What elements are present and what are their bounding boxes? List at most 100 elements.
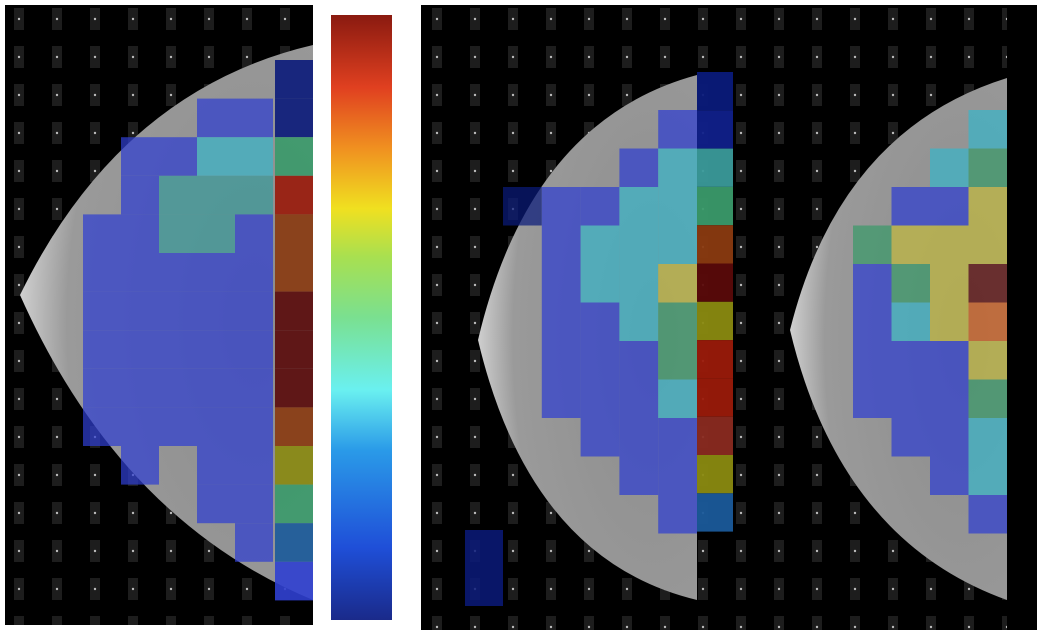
heat-cell (930, 149, 969, 188)
heat-cell (658, 226, 697, 265)
heat-cell (853, 264, 892, 303)
heat-cell (275, 214, 313, 253)
heat-cell (697, 187, 733, 225)
heat-cell (969, 149, 1008, 188)
heat-cell (235, 407, 273, 446)
heat-cell (235, 176, 273, 215)
heat-cell (121, 330, 159, 369)
heat-cell (969, 187, 1008, 226)
heat-cell (503, 187, 542, 226)
heat-cell (697, 340, 733, 378)
heat-cell (930, 457, 969, 496)
heat-cell (197, 292, 235, 331)
heat-cell (121, 292, 159, 331)
heat-cell (275, 99, 313, 138)
colorbar (331, 15, 392, 620)
heat-cell (619, 149, 658, 188)
heat-cell (159, 176, 197, 215)
heat-cell (235, 214, 273, 253)
heat-cell (658, 264, 697, 303)
heat-cell (697, 493, 733, 531)
heat-cell (658, 303, 697, 342)
heat-cell (275, 292, 313, 331)
heat-cell (275, 330, 313, 369)
heat-cell (969, 457, 1008, 496)
heat-cell (581, 380, 620, 419)
panel-background (1007, 5, 1037, 630)
heat-cell (658, 149, 697, 188)
heat-cell (581, 341, 620, 380)
heat-cell (197, 137, 235, 176)
heat-cell (275, 253, 313, 292)
heat-cell (581, 303, 620, 342)
heat-cell (197, 176, 235, 215)
heat-cell (197, 214, 235, 253)
heat-cell (658, 341, 697, 380)
heat-cell (159, 253, 197, 292)
heat-cell (930, 303, 969, 342)
heat-cell (197, 446, 235, 485)
heat-cell (159, 330, 197, 369)
heat-cell (930, 341, 969, 380)
heat-cell (465, 530, 503, 606)
heat-cell (892, 264, 931, 303)
heat-cell (121, 407, 159, 446)
heat-cell (969, 303, 1008, 342)
heat-cell (83, 330, 121, 369)
heat-cell (83, 253, 121, 292)
heat-cell (969, 380, 1008, 419)
heat-cell (235, 99, 273, 138)
heat-cell (275, 446, 313, 485)
figure (0, 0, 1037, 630)
heat-cell (275, 369, 313, 408)
heat-cell (581, 226, 620, 265)
heat-cell (542, 303, 581, 342)
heat-cell (853, 226, 892, 265)
heat-cell (159, 369, 197, 408)
heat-cell (697, 417, 733, 455)
heat-cell (658, 187, 697, 226)
heat-cell (235, 292, 273, 331)
heat-cell (892, 341, 931, 380)
heat-cell (159, 137, 197, 176)
heat-cell (619, 418, 658, 457)
heat-cell (619, 380, 658, 419)
heat-cell (197, 99, 235, 138)
heat-cell (542, 380, 581, 419)
heat-cell (197, 369, 235, 408)
heat-cell (542, 187, 581, 226)
heat-cell (619, 341, 658, 380)
heat-cell (235, 446, 273, 485)
heat-cell (930, 264, 969, 303)
heat-cell (619, 264, 658, 303)
heat-cell (697, 264, 733, 302)
heat-cell (542, 226, 581, 265)
heat-cell (121, 137, 159, 176)
heat-cell (658, 110, 697, 149)
heat-cell (159, 292, 197, 331)
heat-cell (697, 378, 733, 416)
heat-cell (619, 457, 658, 496)
heat-cell (542, 341, 581, 380)
heat-cell (235, 369, 273, 408)
heat-cell (542, 264, 581, 303)
heat-cell (892, 303, 931, 342)
heat-cell (581, 187, 620, 226)
heat-cell (969, 226, 1008, 265)
heat-cell (83, 292, 121, 331)
heat-cell (159, 214, 197, 253)
heat-cell (697, 149, 733, 187)
heat-cell (930, 187, 969, 226)
heat-cell (930, 418, 969, 457)
heat-cell (969, 418, 1008, 457)
heat-cell (969, 264, 1008, 303)
heat-cell (197, 407, 235, 446)
heat-cell (121, 176, 159, 215)
heat-cell (658, 380, 697, 419)
heat-cell (581, 418, 620, 457)
heat-cell (581, 264, 620, 303)
heat-cell (275, 137, 313, 176)
heat-cell (619, 187, 658, 226)
heat-cell (197, 330, 235, 369)
heat-cell (275, 562, 313, 601)
